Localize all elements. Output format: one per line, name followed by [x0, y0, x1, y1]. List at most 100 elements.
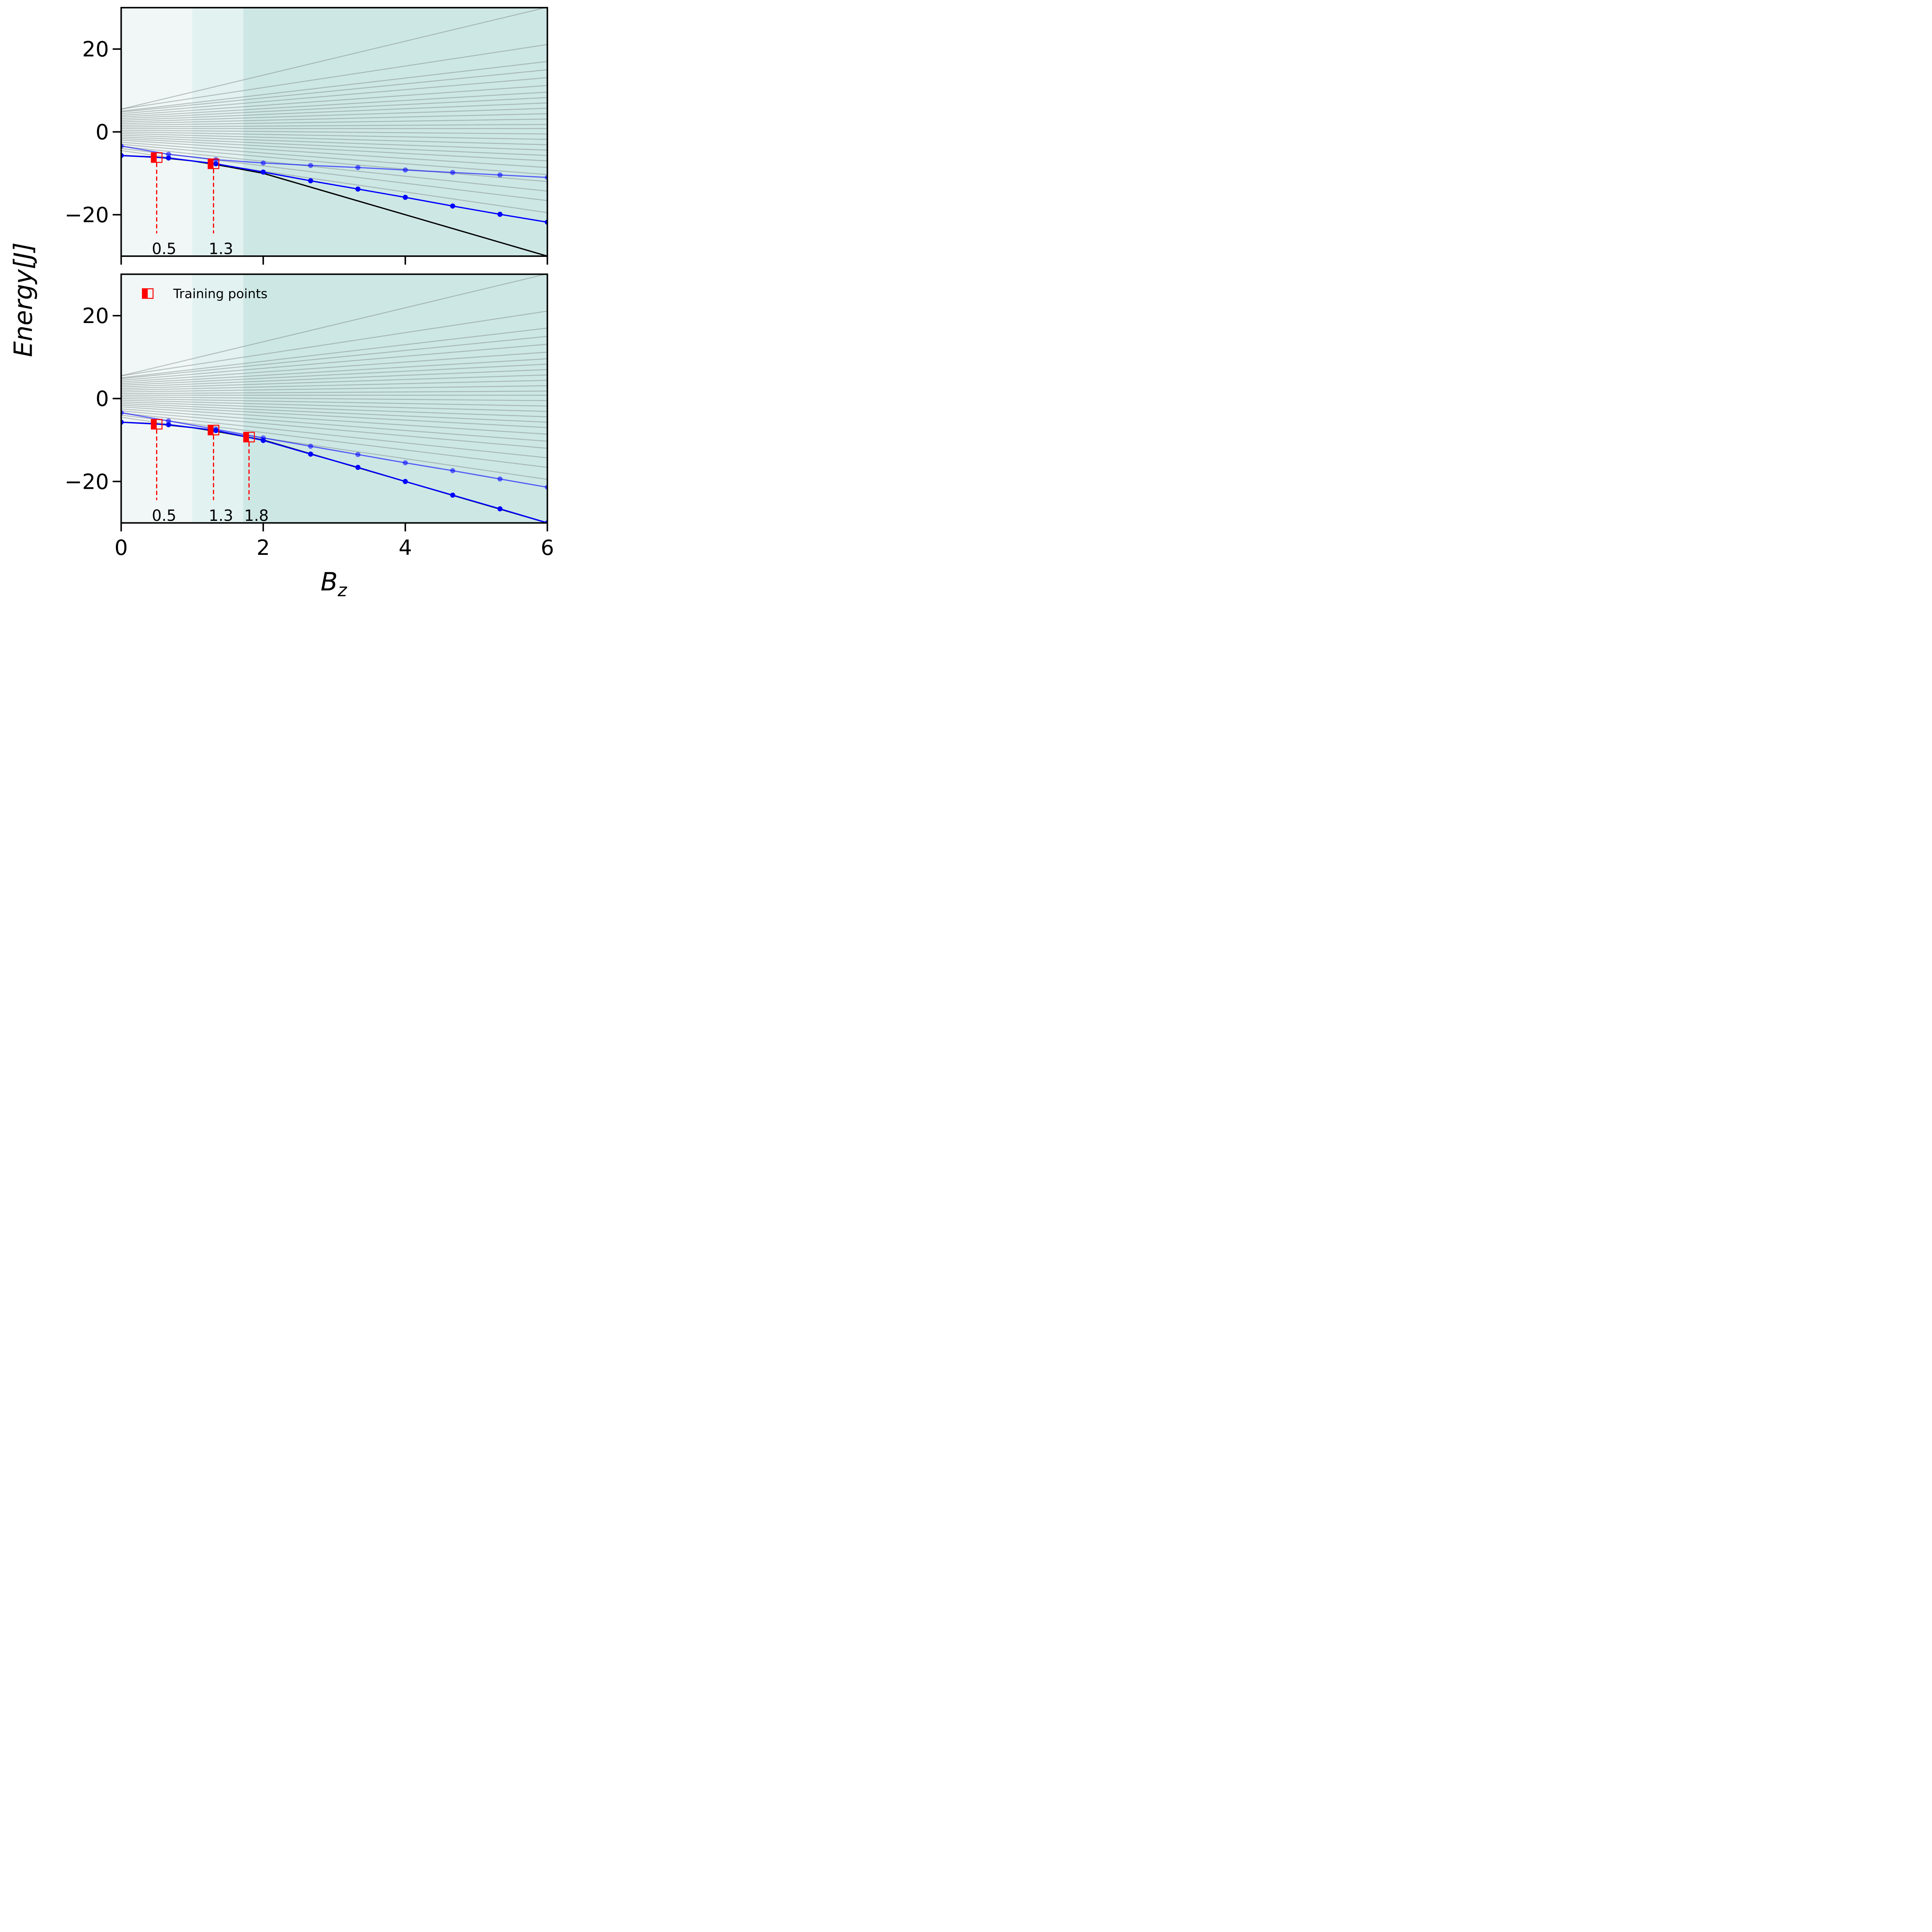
predicted-ground-point — [166, 422, 171, 427]
x-tick-label-6: 6 — [541, 535, 554, 560]
y-tick-label--20: −20 — [65, 469, 109, 494]
predicted-excited-line — [121, 145, 548, 178]
spectrum-line-1 — [121, 415, 548, 468]
spectrum-line-6 — [121, 138, 548, 162]
spectrum-line-16 — [121, 108, 548, 122]
predicted-ground-point — [213, 161, 219, 167]
predicted-ground-point — [166, 155, 171, 161]
predicted-ground-point — [308, 451, 313, 457]
predicted-excited-line — [121, 412, 548, 488]
spectrum-line-14 — [121, 385, 548, 393]
predicted-ground-point — [308, 178, 313, 184]
spectrum-line-11 — [121, 129, 548, 134]
spectrum-line-13 — [121, 390, 548, 394]
spectrum-line-17 — [121, 102, 548, 121]
top-panel: 0.5 1.3 −20 0 20 — [65, 7, 548, 265]
predicted-excited-point — [403, 460, 408, 466]
predicted-ground-point — [450, 492, 456, 498]
spectrum-line-15 — [121, 113, 548, 124]
shaded-region-1 — [192, 7, 243, 256]
predicted-ground-point — [260, 438, 266, 443]
training-marker-filled-0 — [151, 153, 157, 163]
training-point-label-0: 0.5 — [152, 507, 176, 525]
predicted-excited-point — [308, 444, 313, 449]
training-point-label-2: 1.8 — [244, 507, 269, 525]
predicted-excited-point — [497, 476, 503, 482]
x-axis-title-subscript: z — [337, 580, 347, 600]
y-tick-label--20: −20 — [65, 202, 109, 227]
y-tick-label-20: 20 — [82, 303, 109, 328]
x-tick-label-0: 0 — [114, 535, 128, 560]
predicted-excited-point — [213, 157, 219, 162]
spectrum-line-15 — [121, 380, 548, 391]
training-point-label-1: 1.3 — [209, 240, 233, 258]
bottom-panel: 0.5 1.3 1.8 0 2 4 6 −20 0 20 Training points — [65, 273, 554, 560]
plot-area — [121, 7, 548, 256]
spectrum-line-4 — [121, 408, 548, 442]
spectrum-line-13 — [121, 124, 548, 128]
spectrum-line-22 — [121, 69, 548, 113]
training-point-label-0: 0.5 — [152, 240, 176, 258]
spectrum-line-21 — [121, 77, 548, 114]
predicted-ground-point — [213, 428, 219, 433]
spectrum-line-25 — [121, 7, 548, 110]
spectrum-line-20 — [121, 352, 548, 383]
predicted-excited-point — [166, 151, 171, 157]
predicted-ground-point — [403, 195, 408, 200]
spectrum-line-17 — [121, 369, 548, 388]
training-marker-outline-0 — [151, 419, 163, 430]
spectrum-line-24 — [121, 310, 548, 376]
plot-area — [121, 274, 548, 523]
spectrum-line-11 — [121, 396, 548, 401]
predicted-ground-point — [355, 464, 361, 470]
x-axis-title-main: B — [321, 568, 338, 597]
predicted-ground-point — [355, 186, 361, 192]
predicted-excited-point — [450, 468, 456, 473]
spectrum-line-22 — [121, 336, 548, 379]
spectrum-line-10 — [121, 131, 548, 140]
spectrum-line-16 — [121, 374, 548, 389]
predicted-excited-point — [355, 165, 361, 170]
training-marker-outline-0 — [151, 152, 163, 163]
spectrum-line-10 — [121, 398, 548, 407]
spectrum-line-6 — [121, 405, 548, 428]
spectrum-line-3 — [121, 144, 548, 182]
predicted-ground-point — [497, 506, 503, 512]
predicted-excited-point — [450, 170, 456, 175]
legend-marker-outline — [142, 288, 154, 299]
spectrum-line-9 — [121, 400, 548, 412]
spectrum-line-8 — [121, 401, 548, 417]
predicted-ground-point — [497, 212, 503, 217]
spectrum-line-18 — [121, 97, 548, 119]
training-marker-outline-2 — [243, 432, 255, 442]
y-axis-title: Energy[J] — [9, 242, 38, 357]
spectrum-line-5 — [121, 139, 548, 168]
spectrum-line-24 — [121, 44, 548, 110]
predicted-excited-point — [355, 452, 361, 457]
predicted-excited-point — [403, 167, 408, 173]
y-tick-label-0: 0 — [95, 120, 109, 145]
training-point-label-1: 1.3 — [209, 507, 233, 525]
training-marker-outline-1 — [207, 425, 219, 435]
training-marker-filled-1 — [208, 159, 214, 169]
training-marker-outline-1 — [207, 158, 219, 169]
spectrum-line-23 — [121, 327, 548, 379]
spectrum-line-19 — [121, 358, 548, 384]
spectrum-line-5 — [121, 406, 548, 435]
training-marker-filled-1 — [208, 425, 214, 435]
spectrum-line-8 — [121, 134, 548, 151]
y-tick-label-20: 20 — [82, 37, 109, 61]
spectrum-line-9 — [121, 133, 548, 145]
spectrum-line-7 — [121, 136, 548, 156]
predicted-ground-point — [450, 203, 456, 209]
x-tick-label-2: 2 — [257, 535, 270, 560]
predicted-ground-point — [403, 479, 408, 484]
predicted-ground-line — [121, 421, 548, 523]
shaded-region-1 — [192, 274, 243, 523]
x-tick-label-4: 4 — [399, 535, 412, 560]
spectrum-line-2 — [121, 412, 548, 459]
training-marker-filled-2 — [243, 432, 249, 442]
legend-label: Training points — [173, 286, 267, 301]
x-axis-title: Bz — [321, 568, 347, 600]
spectrum-line-4 — [121, 141, 548, 175]
